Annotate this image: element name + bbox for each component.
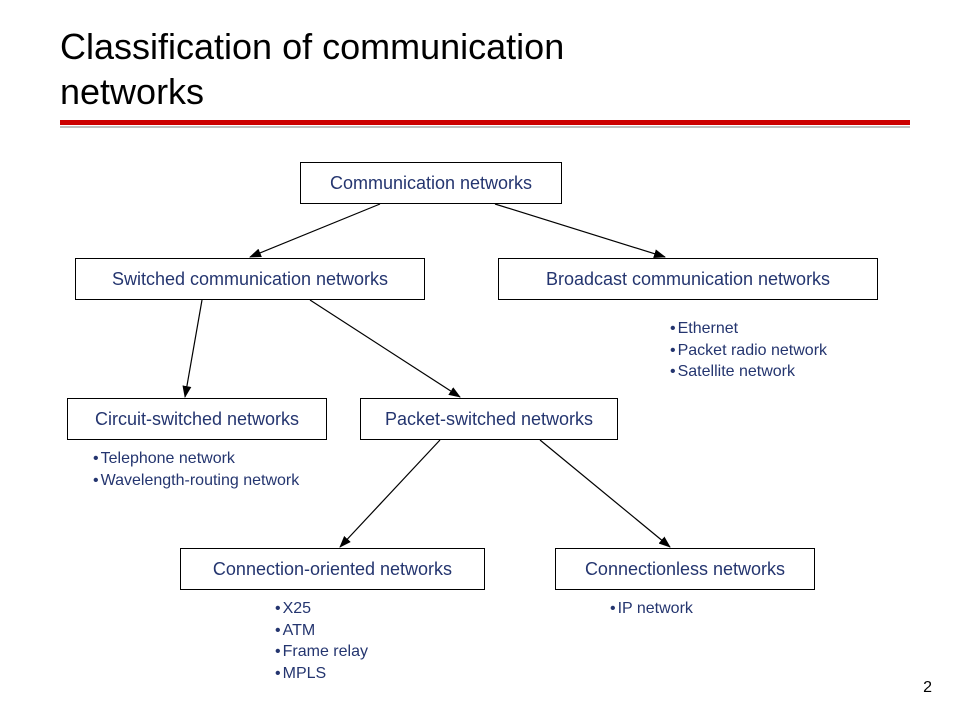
bullet-item: Wavelength-routing network (93, 470, 299, 492)
bullet-item: Frame relay (275, 641, 368, 663)
title-line2: networks (60, 71, 204, 112)
underline-red (60, 120, 910, 125)
node-label: Broadcast communication networks (546, 269, 830, 290)
node-switched-communication-networks: Switched communication networks (75, 258, 425, 300)
bullet-item: ATM (275, 620, 368, 642)
bullets-conn: X25ATMFrame relayMPLS (275, 598, 368, 684)
edge-root-broadcast (495, 204, 665, 257)
node-connection-oriented-networks: Connection-oriented networks (180, 548, 485, 590)
node-communication-networks: Communication networks (300, 162, 562, 204)
slide-title: Classification of communication networks (60, 24, 564, 114)
node-label: Switched communication networks (112, 269, 388, 290)
bullet-item: Packet radio network (670, 340, 827, 362)
edge-packet-connless (540, 440, 670, 547)
bullets-connless: IP network (610, 598, 693, 620)
node-label: Connection-oriented networks (213, 559, 452, 580)
node-circuit-switched-networks: Circuit-switched networks (67, 398, 327, 440)
bullets-broadcast: EthernetPacket radio networkSatellite ne… (670, 318, 827, 383)
edge-root-switched (250, 204, 380, 257)
node-label: Connectionless networks (585, 559, 785, 580)
node-label: Circuit-switched networks (95, 409, 299, 430)
bullet-item: X25 (275, 598, 368, 620)
edge-switched-circuit (185, 300, 202, 397)
bullet-item: Telephone network (93, 448, 299, 470)
underline-gray (60, 126, 910, 128)
edge-switched-packet (310, 300, 460, 397)
bullets-circuit: Telephone networkWavelength-routing netw… (93, 448, 299, 491)
page-number: 2 (923, 679, 932, 697)
node-broadcast-communication-networks: Broadcast communication networks (498, 258, 878, 300)
bullet-item: IP network (610, 598, 693, 620)
node-connectionless-networks: Connectionless networks (555, 548, 815, 590)
bullet-item: MPLS (275, 663, 368, 685)
bullet-item: Ethernet (670, 318, 827, 340)
edge-packet-conn (340, 440, 440, 547)
title-line1: Classification of communication (60, 26, 564, 67)
bullet-item: Satellite network (670, 361, 827, 383)
node-packet-switched-networks: Packet-switched networks (360, 398, 618, 440)
node-label: Packet-switched networks (385, 409, 593, 430)
node-label: Communication networks (330, 173, 532, 194)
